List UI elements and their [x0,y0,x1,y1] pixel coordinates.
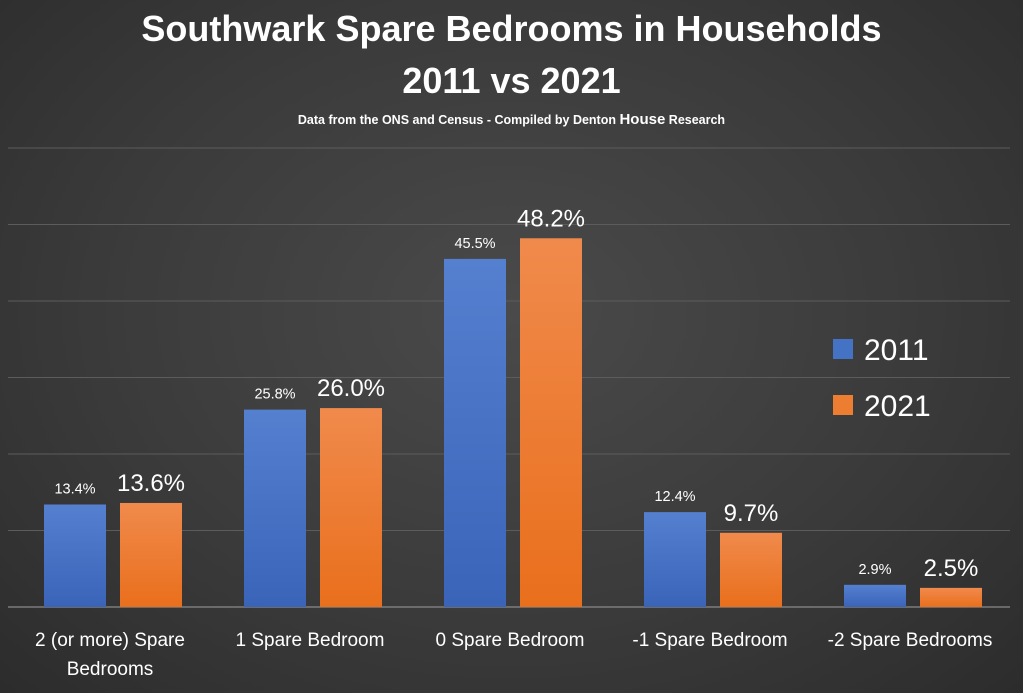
bar-2021-2 [520,238,582,607]
data-label-2021-4: 2.5% [924,555,979,582]
x-tick-label-0-0: 2 (or more) Spare [35,630,185,651]
bar-2011-4 [844,584,906,607]
chart-subtitle: Data from the ONS and Census - Compiled … [0,111,1023,128]
data-label-2011-2: 45.5% [454,236,495,252]
x-tick-label-1-0: 1 Spare Bedroom [236,630,385,651]
x-tick-label-4-0: -2 Spare Bedrooms [828,630,993,651]
bar-2011-3 [644,512,706,607]
data-label-2011-4: 2.9% [858,562,891,578]
bar-2021-3 [720,532,782,607]
bar-2011-2 [444,258,506,607]
subtitle-prefix: Data from the ONS and Census - Compiled … [297,113,620,127]
legend-swatch-2011 [833,339,853,359]
chart-title-line1: Southwark Spare Bedrooms in Households [141,8,882,49]
data-label-2011-3: 12.4% [654,489,695,505]
data-label-2021-1: 26.0% [317,375,385,402]
data-label-2021-2: 48.2% [517,205,585,232]
x-tick-label-2-0: 0 Spare Bedroom [436,630,585,651]
data-label-2021-3: 9.7% [724,500,779,527]
x-axis-labels: 2 (or more) Spare Bedrooms 1 Spare Bedroom… [35,630,992,680]
legend-label-2021: 2021 [864,390,931,423]
bars [44,238,982,607]
bar-2011-0 [44,504,106,607]
data-label-2011-1: 25.8% [254,387,295,403]
data-label-2011-0: 13.4% [54,481,95,497]
bar-2021-4 [920,587,982,607]
x-tick-label-3-0: -1 Spare Bedroom [632,630,787,651]
bar-2021-0 [120,502,182,607]
legend: 2011 2021 [833,334,931,423]
legend-swatch-2021 [833,395,853,415]
data-label-2021-0: 13.6% [117,470,185,497]
value-labels: 13.4% 13.6% 25.8% 26.0% 45.5% 48.2% 12.4% 9.7% 2… [54,205,978,582]
legend-label-2011: 2011 [864,334,929,367]
subtitle-suffix: Research [665,113,726,127]
x-tick-label-0-1: Bedrooms [67,659,154,680]
bar-2021-1 [320,408,382,607]
chart-title-line2: 2011 vs 2021 [402,60,621,101]
subtitle-emphasis: House [619,111,666,128]
bar-2011-1 [244,409,306,607]
